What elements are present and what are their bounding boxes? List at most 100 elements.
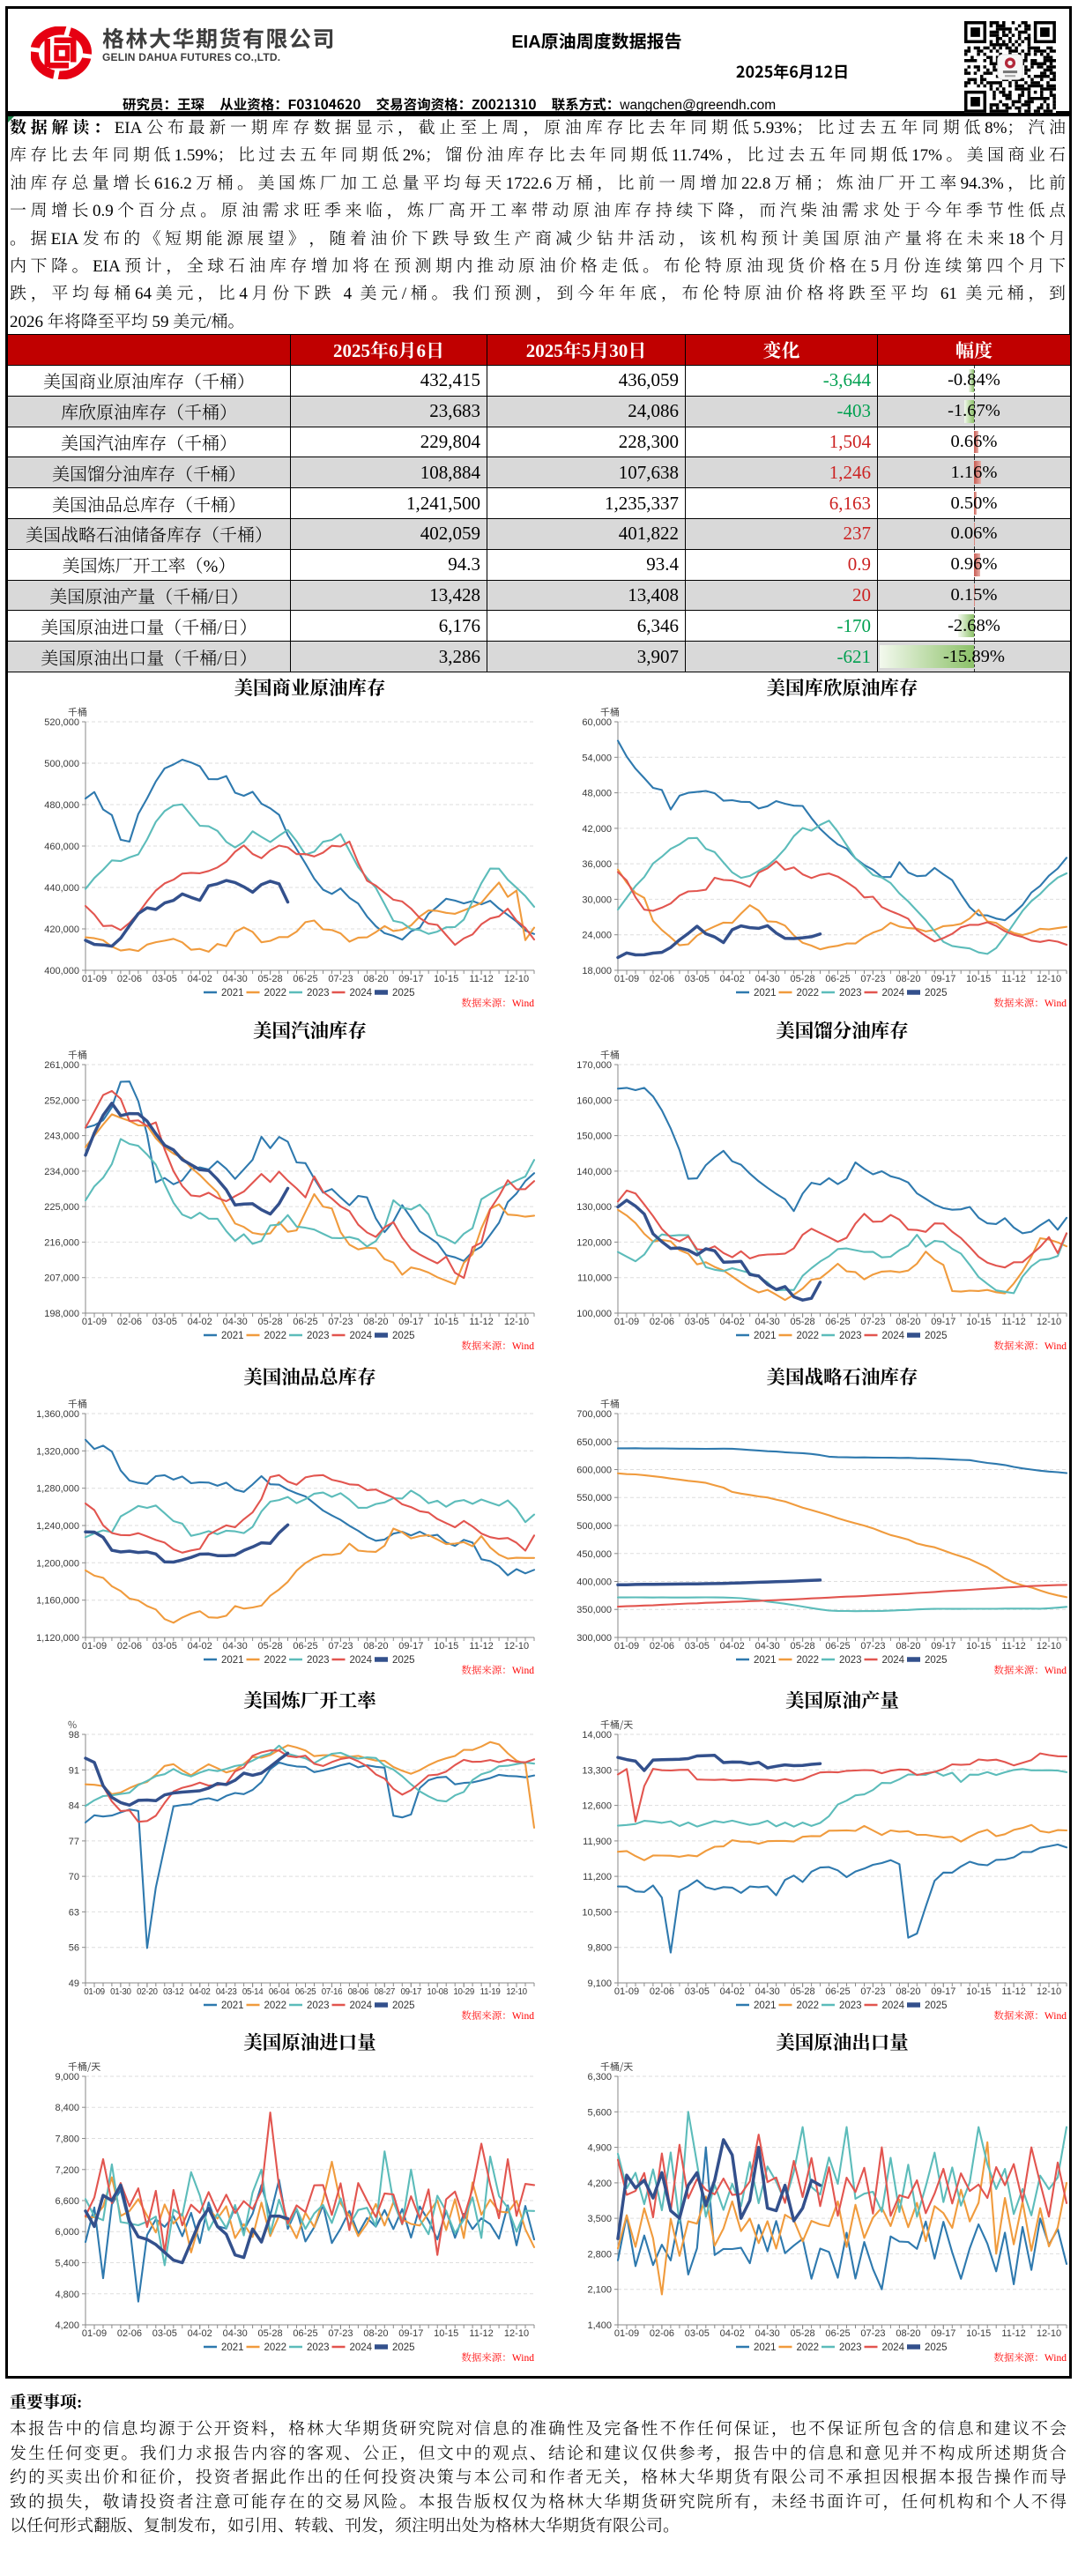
svg-text:100,000: 100,000	[576, 1309, 612, 1319]
svg-text:07-23: 07-23	[328, 1317, 353, 1327]
svg-text:2021: 2021	[754, 988, 777, 998]
svg-text:02-20: 02-20	[137, 1987, 158, 1997]
svg-text:09-17: 09-17	[398, 1641, 423, 1652]
svg-text:美国商业原油库存: 美国商业原油库存	[234, 673, 385, 701]
svg-text:2025: 2025	[392, 1655, 415, 1666]
svg-text:04-30: 04-30	[223, 1317, 248, 1327]
svg-text:440,000: 440,000	[44, 883, 79, 894]
svg-text:07-23: 07-23	[328, 1641, 353, 1652]
svg-text:650,000: 650,000	[576, 1437, 612, 1448]
svg-text:14,000: 14,000	[582, 1730, 612, 1741]
svg-text:05-28: 05-28	[258, 1641, 283, 1652]
svg-text:11-12: 11-12	[469, 2328, 493, 2339]
svg-text:2021: 2021	[221, 1331, 244, 1341]
svg-text:01-09: 01-09	[82, 1317, 107, 1327]
svg-text:480,000: 480,000	[44, 800, 79, 811]
svg-text:03-05: 03-05	[152, 2328, 177, 2339]
svg-text:2025: 2025	[392, 2001, 415, 2011]
svg-text:06-25: 06-25	[825, 2328, 850, 2339]
svg-text:千桶/天: 千桶/天	[600, 2060, 633, 2074]
svg-text:08-06: 08-06	[348, 1987, 369, 1997]
svg-text:243,000: 243,000	[44, 1132, 79, 1142]
svg-text:02-06: 02-06	[117, 1641, 142, 1652]
svg-text:1,400: 1,400	[587, 2320, 612, 2331]
svg-text:500,000: 500,000	[576, 1521, 612, 1532]
svg-text:06-25: 06-25	[825, 974, 850, 984]
svg-text:01-09: 01-09	[614, 1641, 639, 1652]
svg-text:千桶: 千桶	[68, 1048, 87, 1062]
svg-text:04-30: 04-30	[755, 2328, 780, 2339]
svg-text:207,000: 207,000	[44, 1273, 79, 1284]
svg-text:84: 84	[69, 1801, 79, 1812]
svg-text:600,000: 600,000	[576, 1466, 612, 1476]
svg-text:520,000: 520,000	[44, 717, 79, 728]
svg-text:03-05: 03-05	[685, 2328, 710, 2339]
svg-text:09-17: 09-17	[931, 2328, 955, 2339]
svg-text:4,800: 4,800	[55, 2290, 79, 2300]
svg-text:09-17: 09-17	[931, 1317, 955, 1327]
svg-text:08-20: 08-20	[896, 974, 920, 984]
svg-text:05-28: 05-28	[791, 974, 815, 984]
svg-text:12-10: 12-10	[504, 1317, 529, 1327]
svg-text:03-05: 03-05	[685, 974, 710, 984]
svg-text:04-30: 04-30	[223, 2328, 248, 2339]
svg-text:09-17: 09-17	[931, 1986, 955, 1997]
svg-text:03-05: 03-05	[152, 974, 177, 984]
svg-text:02-06: 02-06	[650, 1317, 674, 1327]
svg-text:2021: 2021	[221, 1655, 244, 1666]
svg-text:美国战略石油库存: 美国战略石油库存	[766, 1362, 918, 1390]
svg-text:2024: 2024	[882, 988, 905, 998]
svg-text:01-09: 01-09	[84, 1987, 105, 1997]
svg-text:2024: 2024	[882, 1331, 905, 1341]
svg-text:10,500: 10,500	[582, 1907, 612, 1918]
svg-text:数据来源：Wind: 数据来源：Wind	[461, 1340, 534, 1352]
svg-text:01-09: 01-09	[614, 1986, 639, 1997]
svg-text:2025: 2025	[392, 2342, 415, 2353]
svg-text:10-15: 10-15	[966, 1641, 991, 1652]
svg-text:10-15: 10-15	[966, 1986, 991, 1997]
svg-text:12-10: 12-10	[1037, 1317, 1061, 1327]
svg-text:49: 49	[69, 1978, 79, 1989]
svg-text:04-02: 04-02	[188, 974, 212, 984]
svg-text:05-28: 05-28	[258, 2328, 283, 2339]
svg-text:2024: 2024	[882, 2342, 905, 2353]
svg-text:7,200: 7,200	[55, 2165, 79, 2176]
svg-text:2025: 2025	[392, 1331, 415, 1341]
svg-text:12-10: 12-10	[1037, 974, 1061, 984]
svg-text:2022: 2022	[797, 1331, 820, 1341]
svg-text:11,200: 11,200	[583, 1872, 612, 1882]
svg-text:2023: 2023	[839, 1331, 862, 1341]
svg-text:07-23: 07-23	[328, 2328, 353, 2339]
svg-text:252,000: 252,000	[44, 1095, 79, 1106]
svg-text:1,160,000: 1,160,000	[36, 1596, 79, 1607]
svg-text:216,000: 216,000	[44, 1237, 79, 1248]
svg-text:07-23: 07-23	[860, 974, 885, 984]
svg-text:02-06: 02-06	[117, 1317, 142, 1327]
svg-text:5,400: 5,400	[55, 2259, 79, 2269]
svg-text:12,600: 12,600	[582, 1801, 612, 1812]
svg-text:7,800: 7,800	[55, 2134, 79, 2145]
svg-text:11-12: 11-12	[469, 1641, 493, 1652]
svg-text:2025: 2025	[925, 1331, 948, 1341]
svg-text:1,120,000: 1,120,000	[36, 1633, 79, 1644]
svg-text:11-12: 11-12	[1001, 2328, 1025, 2339]
svg-text:60,000: 60,000	[582, 717, 612, 728]
svg-text:2022: 2022	[264, 2001, 287, 2011]
svg-text:225,000: 225,000	[44, 1202, 79, 1213]
svg-text:07-16: 07-16	[322, 1987, 343, 1997]
svg-text:08-20: 08-20	[896, 1317, 920, 1327]
svg-text:2022: 2022	[264, 2342, 287, 2353]
svg-text:42,000: 42,000	[582, 824, 612, 835]
svg-text:56: 56	[69, 1943, 79, 1954]
svg-text:03-05: 03-05	[152, 1317, 177, 1327]
svg-text:30,000: 30,000	[582, 895, 612, 905]
svg-text:04-30: 04-30	[755, 974, 780, 984]
svg-text:91: 91	[69, 1765, 79, 1776]
svg-text:03-05: 03-05	[685, 1317, 710, 1327]
svg-text:08-20: 08-20	[896, 1986, 920, 1997]
svg-text:数据来源：Wind: 数据来源：Wind	[461, 2010, 534, 2022]
svg-text:2024: 2024	[882, 1655, 905, 1666]
svg-text:01-09: 01-09	[82, 2328, 107, 2339]
svg-text:2024: 2024	[350, 988, 373, 998]
svg-text:120,000: 120,000	[576, 1237, 612, 1248]
